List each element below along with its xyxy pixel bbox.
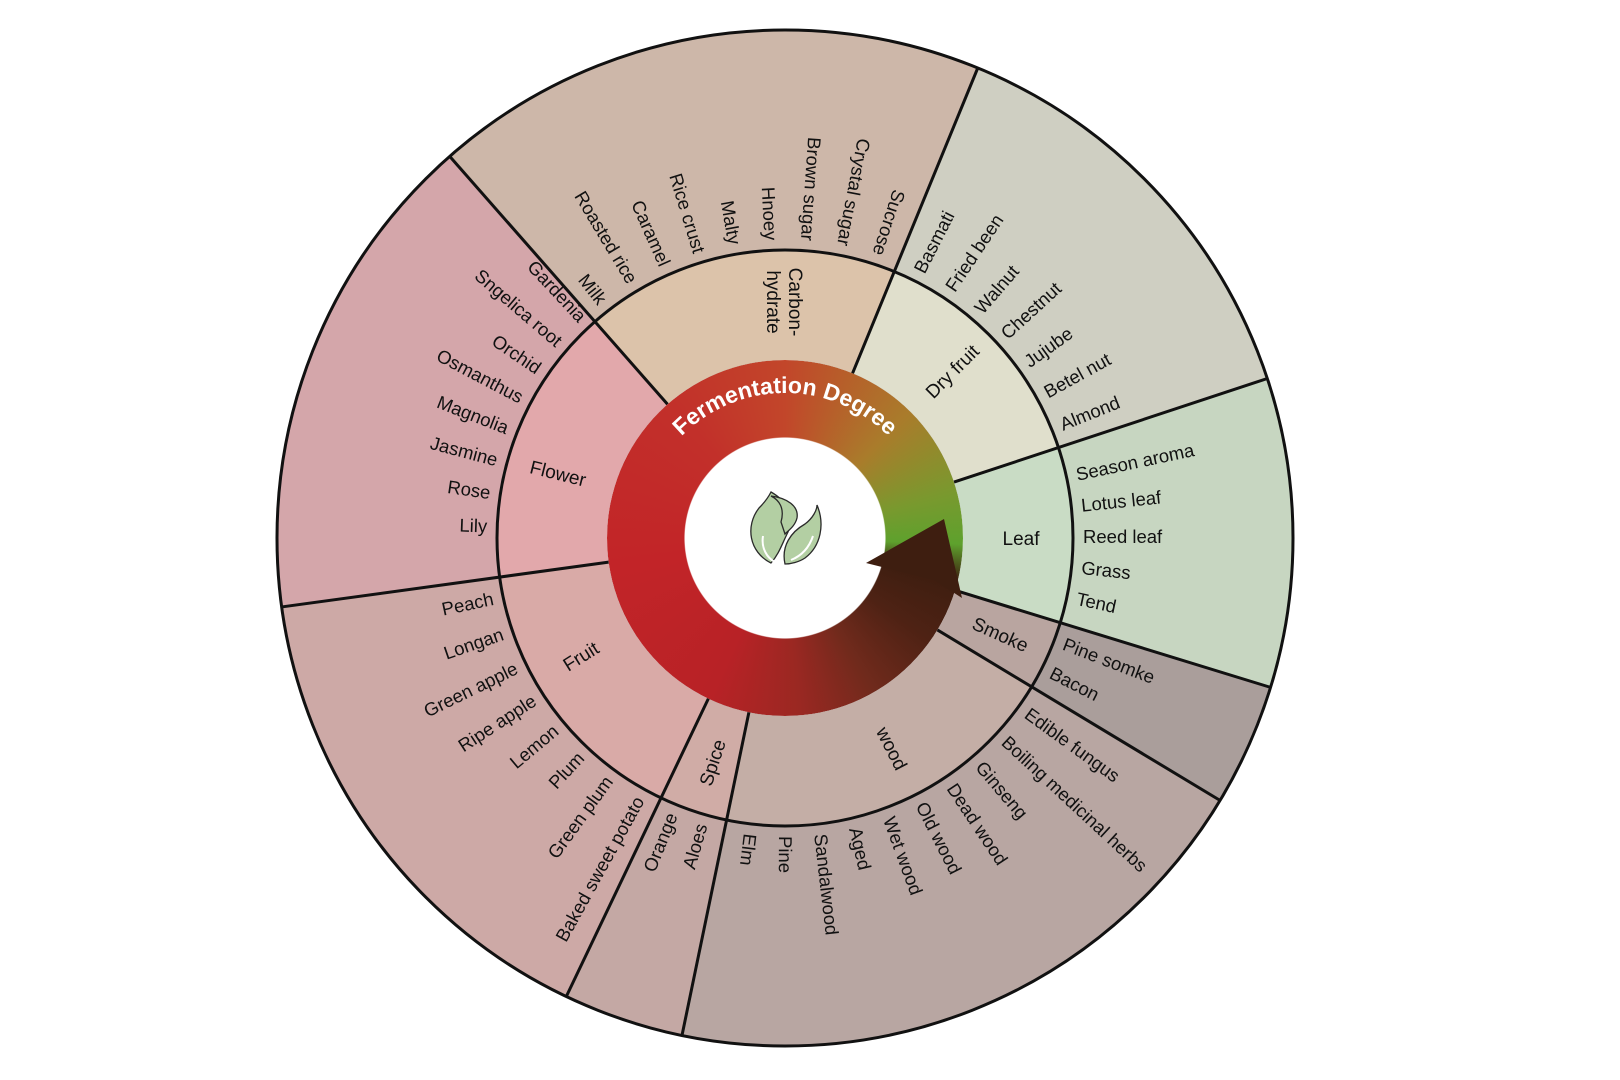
category-wood: [681, 629, 1220, 1047]
outer-sector-carbon-hydrate: [449, 30, 978, 322]
flavor-label: Hnoey: [758, 186, 782, 241]
inner-sector-leaf: [953, 447, 1074, 623]
inner-sector-wood: [726, 629, 1032, 826]
inner-sector-dry-fruit: [852, 271, 1059, 483]
category-fruit: [281, 562, 709, 997]
flavor-label: Reed leaf: [1083, 526, 1163, 547]
category-label: Carbon-hydrate: [762, 268, 805, 337]
sector-divider: [851, 67, 980, 374]
sector-divider: [680, 711, 751, 1036]
sector-divider: [281, 560, 609, 609]
category-label: Leaf: [1003, 529, 1041, 550]
sector-divider: [953, 377, 1268, 484]
outer-sector-leaf: [1058, 378, 1293, 688]
inner-sector-fruit: [499, 562, 709, 798]
inner-ring-border: [495, 248, 1075, 828]
category-leaf: [953, 378, 1293, 688]
outer-sector-fruit: [281, 577, 662, 997]
flavor-label: Pine: [775, 836, 796, 873]
category-spice: [566, 698, 749, 1036]
sector-divider: [954, 588, 1271, 689]
sector-divider: [448, 155, 669, 406]
flavor-label: Grass: [1080, 557, 1131, 583]
category-flower: [277, 156, 668, 607]
category-dry-fruit: [852, 67, 1268, 483]
inner-sector-spice: [661, 698, 749, 821]
outer-sector-spice: [566, 797, 727, 1036]
inner-sector-flower: [497, 321, 668, 578]
outer-ring-border: [275, 28, 1295, 1048]
outer-sector-smoke: [1031, 622, 1271, 801]
outer-sector-dry-fruit: [894, 67, 1268, 448]
inner-sector-carbon-hydrate: [594, 250, 895, 405]
fermentation-arrow-head: [866, 519, 962, 598]
sector-divider: [564, 698, 710, 998]
sector-divider: [936, 628, 1221, 802]
outer-sector-wood: [681, 686, 1220, 1047]
outer-sector-flower: [277, 156, 595, 607]
flavor-label: Elm: [736, 833, 761, 867]
tea-leaf-icon: [750, 491, 822, 565]
fermentation-degree-title: Fermentation Degree: [667, 372, 903, 440]
category-carbon-hydrate: [449, 30, 978, 405]
flavor-label: Lily: [459, 515, 488, 537]
